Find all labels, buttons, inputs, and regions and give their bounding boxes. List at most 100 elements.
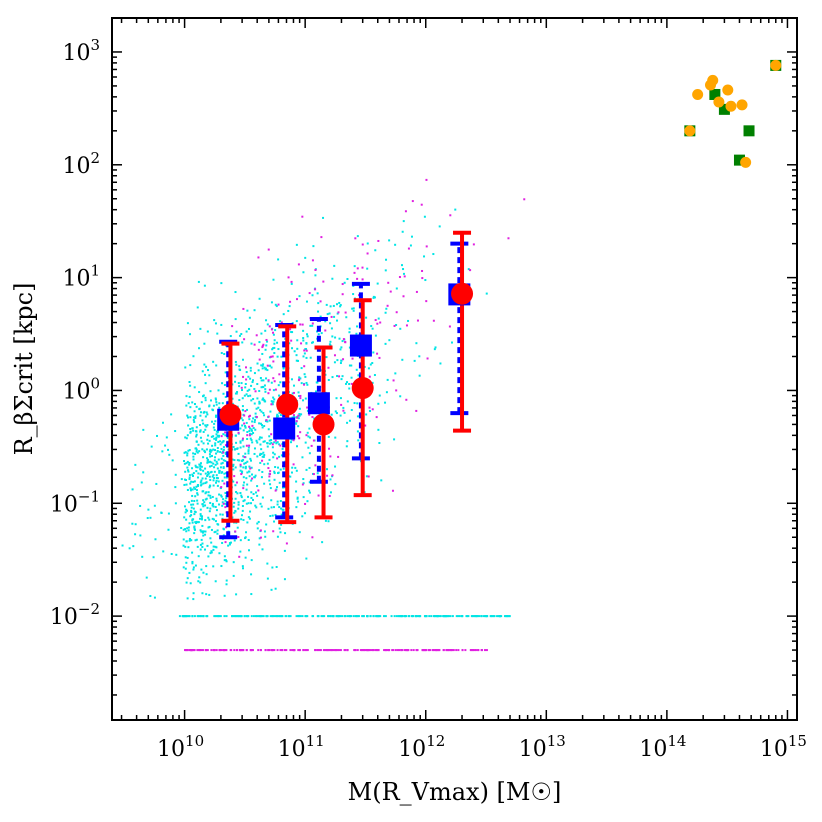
upper-limit-point xyxy=(301,615,304,618)
scatter-point xyxy=(242,466,245,469)
scatter-point xyxy=(266,462,269,465)
scatter-point xyxy=(320,369,323,372)
scatter-point xyxy=(242,500,245,503)
scatter-point xyxy=(342,409,345,412)
scatter-point xyxy=(263,454,266,457)
upper-limit-point xyxy=(289,615,292,618)
scatter-point xyxy=(252,498,255,501)
scatter-point xyxy=(274,587,277,590)
scatter-point xyxy=(228,542,231,545)
scatter-point xyxy=(374,334,377,337)
scatter-point xyxy=(233,511,236,514)
scatter-point xyxy=(384,269,387,272)
scatter-point xyxy=(279,320,282,323)
upper-limit-point xyxy=(500,615,503,618)
scatter-point xyxy=(293,384,296,387)
scatter-point xyxy=(297,379,300,382)
scatter-point xyxy=(307,446,310,449)
scatter-point xyxy=(206,457,209,460)
upper-limit-point xyxy=(496,615,499,618)
scatter-point xyxy=(237,503,240,506)
scatter-point xyxy=(186,597,189,600)
scatter-point xyxy=(341,340,344,343)
scatter-point xyxy=(199,581,202,584)
scatter-point xyxy=(234,318,237,321)
scatter-point xyxy=(231,397,234,400)
scatter-point xyxy=(216,467,219,470)
scatter-point xyxy=(184,436,187,439)
upper-limit-point xyxy=(498,615,501,618)
scatter-point xyxy=(425,300,428,303)
scatter-point xyxy=(303,365,306,368)
scatter-point xyxy=(284,532,287,535)
scatter-point xyxy=(432,319,435,322)
scatter-point xyxy=(193,410,196,413)
scatter-point xyxy=(248,465,251,468)
scatter-point xyxy=(295,490,298,493)
scatter-point xyxy=(201,503,204,506)
scatter-point xyxy=(196,476,199,479)
scatter-point xyxy=(239,492,242,495)
scatter-point xyxy=(272,451,275,454)
scatter-point xyxy=(334,410,337,413)
upper-limit-point xyxy=(377,649,380,652)
scatter-point xyxy=(252,427,255,430)
scatter-point xyxy=(131,522,134,525)
scatter-point xyxy=(222,502,225,505)
scatter-point xyxy=(338,375,341,378)
scatter-point xyxy=(454,208,457,211)
scatter-point xyxy=(146,517,149,520)
scatter-point xyxy=(236,447,239,450)
upper-limit-point xyxy=(257,649,260,652)
scatter-point xyxy=(259,502,262,505)
scatter-point xyxy=(317,310,320,313)
upper-limit-point xyxy=(384,615,387,618)
scatter-point xyxy=(296,339,299,342)
scatter-point xyxy=(242,307,245,310)
scatter-point xyxy=(203,284,206,287)
scatter-point xyxy=(241,509,244,512)
scatter-point xyxy=(377,317,380,320)
upper-limit-point xyxy=(375,615,378,618)
scatter-point xyxy=(244,556,247,559)
scatter-point xyxy=(183,516,186,519)
scatter-point xyxy=(216,332,219,335)
scatter-point xyxy=(223,383,226,386)
scatter-point xyxy=(161,421,164,424)
scatter-point xyxy=(253,372,256,375)
scatter-point xyxy=(270,433,273,436)
scatter-point xyxy=(250,399,253,402)
scatter-point xyxy=(270,441,273,444)
scatter-point xyxy=(303,352,306,355)
scatter-point xyxy=(191,494,194,497)
scatter-point xyxy=(199,462,202,465)
scatter-point xyxy=(200,518,203,521)
scatter-point xyxy=(204,492,207,495)
scatter-point xyxy=(207,461,210,464)
scatter-point xyxy=(272,331,275,334)
scatter-point xyxy=(164,444,167,447)
scatter-point xyxy=(319,300,322,303)
upper-limit-point xyxy=(432,649,435,652)
scatter-point xyxy=(246,408,249,411)
scatter-point xyxy=(149,516,152,519)
scatter-point xyxy=(374,249,377,252)
upper-limit-point xyxy=(429,649,432,652)
scatter-point xyxy=(201,490,204,493)
scatter-point xyxy=(274,388,277,391)
scatter-point xyxy=(269,487,272,490)
scatter-point xyxy=(249,510,252,513)
scatter-point xyxy=(329,491,332,494)
scatter-point xyxy=(404,210,407,213)
scatter-point xyxy=(305,557,308,560)
scatter-point xyxy=(231,458,234,461)
scatter-point xyxy=(250,573,253,576)
scatter-point xyxy=(291,331,294,334)
upper-limit-point xyxy=(182,615,185,618)
scatter-point xyxy=(183,505,186,508)
scatter-point xyxy=(250,496,253,499)
scatter-point xyxy=(306,500,309,503)
scatter-point xyxy=(308,436,311,439)
scatter-point xyxy=(377,428,380,431)
scatter-point xyxy=(263,400,266,403)
